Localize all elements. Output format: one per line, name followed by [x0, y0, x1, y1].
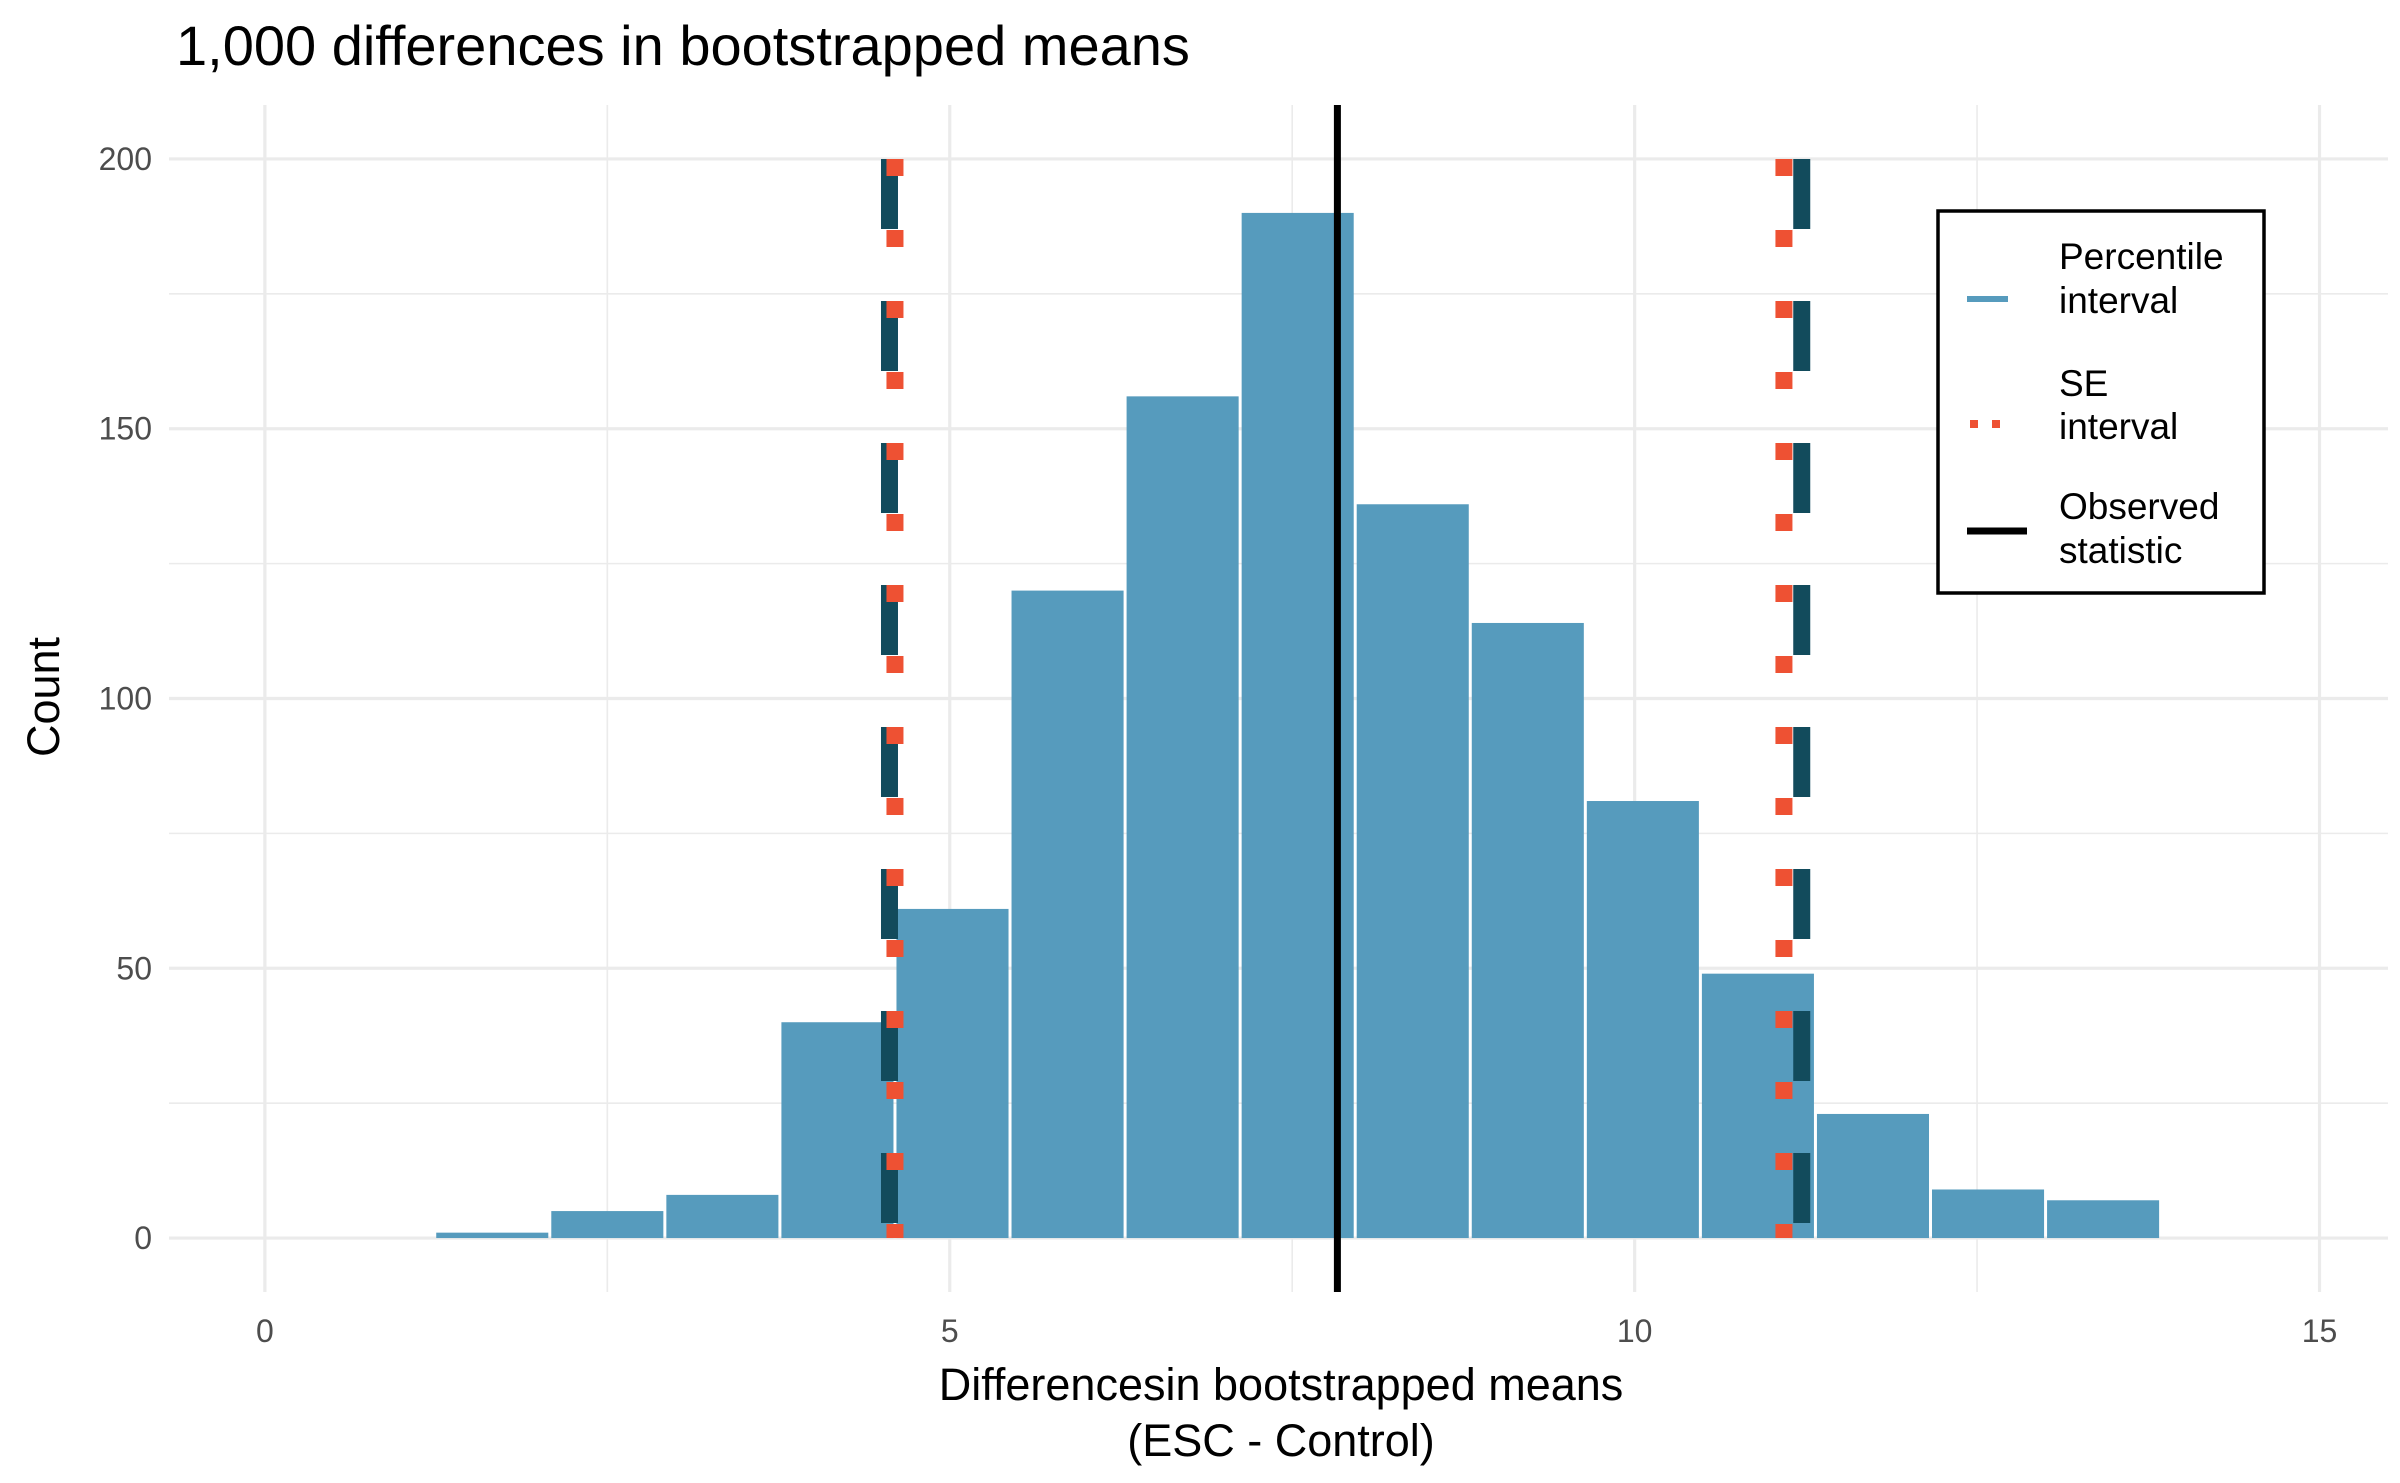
legend: PercentileintervalSEintervalObservedstat… [1936, 209, 2266, 595]
histogram-bar [1586, 801, 1699, 1239]
x-axis-title-line-1: Differencesin bootstrapped means [939, 1359, 1624, 1410]
legend-label: Observed [2059, 486, 2219, 527]
x-tick-label: 15 [2302, 1313, 2338, 1349]
y-tick-label: 150 [99, 411, 152, 447]
histogram-bar [781, 1022, 894, 1239]
histogram-bar [1471, 622, 1584, 1239]
histogram-bar [1126, 396, 1239, 1239]
histogram-bar [2047, 1200, 2160, 1239]
x-axis-title-line-2: (ESC - Control) [1127, 1415, 1435, 1466]
histogram-bar [551, 1211, 664, 1239]
legend-label: interval [2059, 280, 2178, 321]
x-tick-label: 5 [941, 1313, 959, 1349]
chart-title: 1,000 differences in bootstrapped means [176, 14, 1190, 77]
legend-label: interval [2059, 406, 2178, 447]
histogram-bar [666, 1194, 779, 1239]
histogram-bars [436, 212, 2160, 1239]
interval-lines [880, 105, 1811, 1292]
y-tick-label: 100 [99, 681, 152, 717]
histogram-bar [1816, 1113, 1930, 1239]
y-tick-label: 200 [99, 141, 152, 177]
legend-label: statistic [2059, 530, 2182, 571]
y-axis-title: Count [18, 636, 69, 757]
histogram-bar [896, 908, 1009, 1239]
y-tick-label: 50 [116, 950, 152, 986]
legend-label: Percentile [2059, 236, 2224, 277]
histogram-bar [1011, 590, 1124, 1239]
y-tick-label: 0 [134, 1220, 152, 1256]
x-tick-label: 10 [1617, 1313, 1653, 1349]
histogram-bar [436, 1232, 549, 1239]
x-tick-label: 0 [256, 1313, 274, 1349]
legend-label: SE [2059, 363, 2108, 404]
histogram-bar [1932, 1189, 2045, 1239]
histogram-bar [1356, 504, 1469, 1239]
